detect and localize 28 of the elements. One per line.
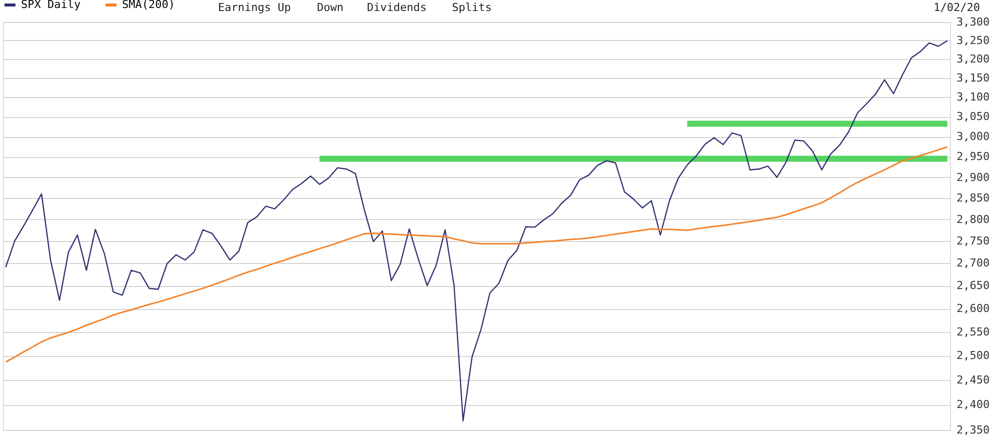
line-series bbox=[5, 40, 948, 422]
y-tick-label: 2,500 bbox=[956, 349, 990, 362]
y-tick-label: 2,700 bbox=[956, 256, 990, 270]
y-tick-label: 2,400 bbox=[956, 398, 990, 412]
y-tick-label: 2,900 bbox=[956, 170, 990, 184]
y-tick-label: 3,200 bbox=[956, 52, 990, 66]
y-tick-label: 2,950 bbox=[956, 150, 990, 164]
y-tick-label: 3,050 bbox=[956, 110, 990, 124]
text: Splits bbox=[452, 1, 492, 14]
y-tick-label: 3,100 bbox=[956, 90, 990, 104]
y-tick-label: 2,600 bbox=[956, 302, 990, 316]
text: Down bbox=[317, 1, 344, 14]
y-tick-label: 2,650 bbox=[956, 279, 990, 292]
text: Dividends bbox=[367, 1, 427, 14]
y-tick-label: 3,150 bbox=[956, 71, 990, 84]
y-tick-label: 3,000 bbox=[956, 130, 990, 144]
legend-label: SMA(200) bbox=[122, 0, 175, 11]
text: Earnings Up bbox=[218, 1, 291, 14]
text: 1/02/20 bbox=[934, 1, 980, 14]
y-tick-label: 3,250 bbox=[956, 34, 990, 47]
line-series bbox=[4, 146, 948, 363]
y-tick-label: 2,750 bbox=[956, 234, 990, 248]
y-tick-label: 2,350 bbox=[956, 424, 990, 436]
y-tick-label: 2,850 bbox=[956, 192, 990, 205]
y-tick-label: 2,800 bbox=[956, 212, 990, 226]
y-tick-label: 2,450 bbox=[956, 373, 990, 386]
y-tick-label: 3,300 bbox=[956, 16, 990, 28]
y-tick-label: 2,550 bbox=[956, 325, 990, 338]
